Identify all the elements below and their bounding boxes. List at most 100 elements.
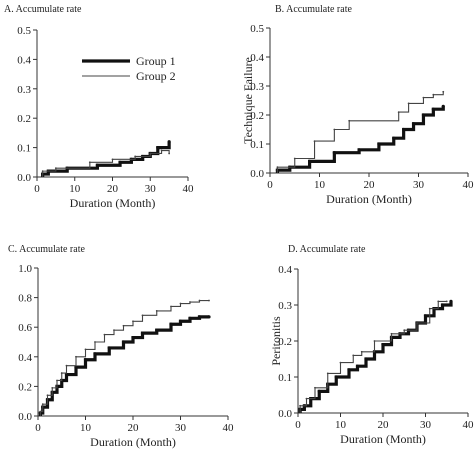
data-point-group-2 bbox=[276, 166, 279, 169]
x-tick-label: 0 bbox=[35, 422, 41, 434]
series-line-group-2 bbox=[42, 149, 170, 177]
data-point-group-1 bbox=[381, 343, 385, 347]
data-point-group-2 bbox=[407, 102, 410, 105]
panel-title: A. Accumulate rate bbox=[4, 4, 82, 15]
data-point-group-2 bbox=[208, 299, 210, 302]
data-point-group-2 bbox=[39, 410, 42, 413]
data-point-group-2 bbox=[103, 333, 106, 336]
y-tick-label: 0.0 bbox=[250, 168, 264, 180]
data-point-group-1 bbox=[155, 328, 159, 332]
panel-d: D. Accumulate rate 0 10 20 30 40 0.0 0.1 0.2 0.3 0… bbox=[269, 244, 474, 446]
data-point-group-1 bbox=[347, 368, 351, 372]
data-point-group-1 bbox=[392, 136, 396, 140]
data-point-group-1 bbox=[121, 340, 126, 344]
data-point-group-1 bbox=[441, 104, 445, 108]
y-tick-label: 0.1 bbox=[250, 139, 264, 151]
data-point-group-2 bbox=[416, 322, 418, 324]
series-line-group-2 bbox=[39, 300, 209, 416]
x-tick-label: 20 bbox=[107, 183, 119, 195]
y-tick-label: 0.4 bbox=[250, 52, 264, 64]
data-point-group-2 bbox=[339, 361, 342, 364]
x-axis-label: Duration (Month) bbox=[340, 432, 426, 446]
data-point-group-1 bbox=[449, 299, 453, 303]
x-tick-label: 10 bbox=[69, 183, 81, 195]
y-tick-label: 0.3 bbox=[278, 300, 292, 312]
data-point-group-2 bbox=[41, 170, 44, 173]
y-tick-label: 0.0 bbox=[18, 411, 32, 423]
y-tick-label: 0.2 bbox=[18, 381, 32, 393]
data-point-group-2 bbox=[293, 157, 296, 160]
data-point-group-1 bbox=[317, 389, 321, 393]
x-tick-label: 10 bbox=[80, 422, 92, 434]
data-point-group-2 bbox=[373, 340, 376, 342]
data-point-group-2 bbox=[432, 93, 435, 96]
data-point-group-2 bbox=[113, 329, 115, 332]
panel-title: C. Accumulate rate bbox=[8, 244, 85, 255]
data-point-group-2 bbox=[313, 140, 316, 143]
data-point-group-2 bbox=[56, 379, 58, 382]
y-tick-label: 0.1 bbox=[17, 143, 31, 155]
panel-title: D. Accumulate rate bbox=[288, 244, 366, 255]
y-tick-label: 0.1 bbox=[278, 372, 292, 384]
data-point-group-2 bbox=[390, 332, 393, 335]
data-point-group-2 bbox=[314, 386, 316, 389]
x-tick-label: 40 bbox=[223, 422, 235, 434]
panel-b: B. Accumulate rate 0 10 20 30 40 0.0 0.1 0.2 0.3 0… bbox=[241, 4, 474, 206]
data-point-group-1 bbox=[440, 303, 445, 307]
data-point-group-1 bbox=[118, 160, 122, 164]
data-point-group-2 bbox=[134, 155, 137, 158]
data-point-group-2 bbox=[445, 300, 448, 303]
data-point-group-2 bbox=[88, 161, 91, 164]
x-tick-label: 30 bbox=[175, 422, 187, 434]
y-tick-label: 0.2 bbox=[278, 336, 292, 348]
data-point-group-2 bbox=[360, 350, 363, 353]
series-line-group-1 bbox=[275, 106, 445, 173]
data-point-group-2 bbox=[189, 301, 191, 303]
series-line-group-1 bbox=[38, 315, 209, 416]
y-tick-label: 0.4 bbox=[18, 352, 32, 364]
data-point-group-2 bbox=[305, 397, 308, 400]
y-tick-label: 0.4 bbox=[17, 54, 31, 66]
data-point-group-2 bbox=[352, 354, 355, 357]
series-line-group-1 bbox=[41, 141, 171, 177]
x-axis-label: Duration (Month) bbox=[70, 196, 156, 210]
y-tick-label: 0.6 bbox=[18, 322, 32, 334]
data-point-group-2 bbox=[149, 152, 152, 155]
x-tick-label: 20 bbox=[128, 422, 140, 434]
data-point-group-1 bbox=[207, 315, 211, 319]
data-point-group-1 bbox=[107, 346, 111, 350]
legend-label-group-2: Group 2 bbox=[136, 69, 176, 83]
data-point-group-1 bbox=[74, 365, 78, 369]
data-point-group-1 bbox=[423, 314, 428, 318]
data-point-group-1 bbox=[95, 163, 99, 167]
data-point-group-1 bbox=[83, 358, 88, 362]
y-tick-label: 0.4 bbox=[278, 264, 292, 276]
data-point-group-2 bbox=[141, 314, 144, 317]
series-line-group-2 bbox=[276, 91, 444, 173]
data-point-group-2 bbox=[111, 158, 114, 161]
data-point-group-1 bbox=[131, 335, 135, 340]
data-point-group-1 bbox=[402, 127, 406, 132]
data-point-group-1 bbox=[156, 146, 160, 150]
data-point-group-2 bbox=[333, 128, 336, 131]
data-point-group-1 bbox=[64, 372, 69, 377]
data-point-group-1 bbox=[431, 107, 435, 111]
data-point-group-2 bbox=[132, 320, 134, 323]
data-point-group-2 bbox=[122, 324, 125, 327]
data-point-group-1 bbox=[169, 322, 173, 326]
data-point-group-1 bbox=[167, 140, 171, 144]
data-point-group-2 bbox=[422, 96, 425, 99]
data-point-group-1 bbox=[364, 357, 368, 361]
data-point-group-1 bbox=[357, 148, 361, 152]
data-point-group-2 bbox=[155, 310, 158, 312]
data-point-group-2 bbox=[168, 152, 171, 155]
data-point-group-1 bbox=[355, 364, 360, 368]
data-point-group-2 bbox=[198, 299, 201, 302]
data-point-group-2 bbox=[428, 307, 431, 310]
data-point-group-2 bbox=[75, 355, 77, 358]
data-point-group-2 bbox=[94, 341, 96, 343]
data-point-group-2 bbox=[60, 372, 63, 374]
data-point-group-2 bbox=[160, 149, 163, 152]
y-tick-label: 1.0 bbox=[18, 263, 32, 275]
